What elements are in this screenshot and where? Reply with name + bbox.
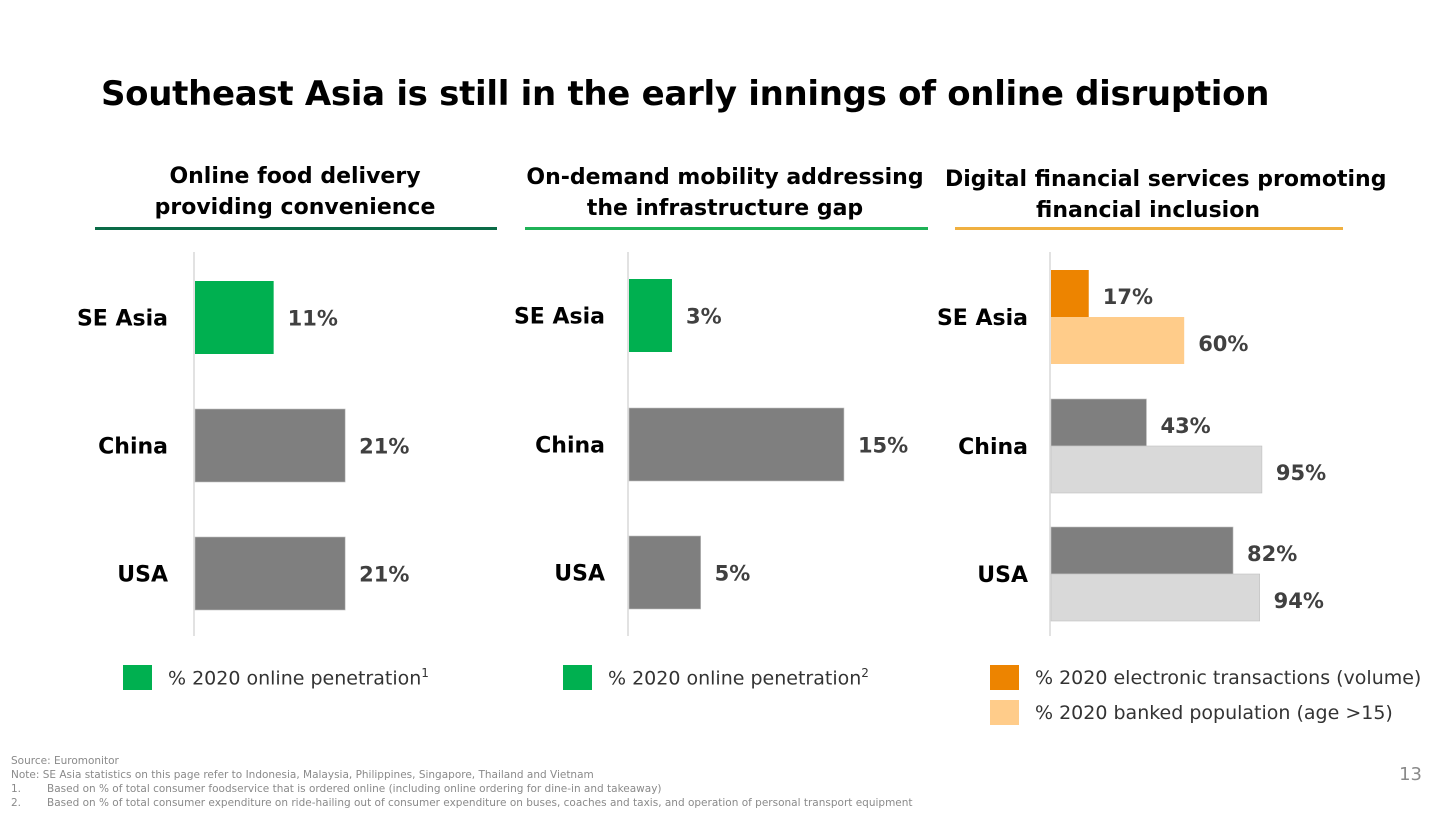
data-label: 21% xyxy=(359,435,409,459)
legend-item-mobility-penetration: % 2020 online penetration2 xyxy=(563,665,869,690)
legend-swatch xyxy=(990,700,1019,725)
bar xyxy=(628,535,701,610)
category-label: SE Asia xyxy=(77,307,168,332)
bar xyxy=(628,407,845,482)
footnote-item: 2. Based on % of total consumer expendit… xyxy=(11,796,913,810)
panel-title-financial: Digital financial services promoting fin… xyxy=(945,164,1387,226)
footnote-text: Based on % of total consumer foodservice… xyxy=(47,783,662,795)
bar xyxy=(1051,317,1185,364)
panel-title-line: Online food delivery xyxy=(169,164,421,189)
data-label: 5% xyxy=(715,562,751,586)
data-label: 21% xyxy=(359,563,409,587)
legend-label: % 2020 online penetration xyxy=(168,667,422,690)
bar xyxy=(195,281,274,354)
legend-footnote-ref: 1 xyxy=(421,665,429,680)
panel-title-line: the infrastructure gap xyxy=(586,196,864,221)
footnote-text: Based on % of total consumer expenditure… xyxy=(47,797,913,809)
category-label: SE Asia xyxy=(514,305,605,330)
panel-title-line: providing convenience xyxy=(154,195,436,220)
data-label: 3% xyxy=(686,305,722,329)
data-label: 60% xyxy=(1198,332,1248,356)
panel-rule-mobility xyxy=(525,227,928,230)
panel-rule-financial xyxy=(955,227,1343,230)
bar xyxy=(1050,445,1263,494)
data-label: 94% xyxy=(1274,589,1324,613)
data-label: 82% xyxy=(1247,542,1297,566)
bar xyxy=(1050,526,1234,575)
page-number: 13 xyxy=(1399,764,1422,785)
bar xyxy=(1050,573,1260,622)
footnote-number: 1. xyxy=(11,783,22,795)
bar xyxy=(629,279,672,352)
panel-title-line: Digital financial services promoting xyxy=(945,167,1387,192)
panel-title-line: financial inclusion xyxy=(1036,198,1260,223)
category-label: USA xyxy=(977,563,1028,588)
legend-swatch xyxy=(563,665,592,690)
panel-rule-food-delivery xyxy=(95,227,497,230)
bar xyxy=(194,408,346,483)
bar xyxy=(1051,270,1089,317)
footnote-note: Note: SE Asia statistics on this page re… xyxy=(11,769,594,781)
bar xyxy=(194,536,346,611)
footnote-source: Source: Euromonitor xyxy=(11,755,119,767)
footnote-item: 1. Based on % of total consumer foodserv… xyxy=(11,782,913,796)
panel-title-line: On-demand mobility addressing xyxy=(526,165,924,190)
data-label: 17% xyxy=(1103,285,1153,309)
legend-label: % 2020 online penetration xyxy=(608,667,862,690)
legend-item-electronic-transactions: % 2020 electronic transactions (volume) xyxy=(990,665,1421,690)
category-label: SE Asia xyxy=(937,306,1028,331)
data-label: 11% xyxy=(288,307,338,331)
category-label: USA xyxy=(117,563,168,588)
category-label: China xyxy=(98,435,168,460)
legend-label: % 2020 banked population (age >15) xyxy=(1035,701,1393,724)
category-label: USA xyxy=(554,562,605,587)
legend-item-food-penetration: % 2020 online penetration1 xyxy=(123,665,429,690)
legend-item-banked-population: % 2020 banked population (age >15) xyxy=(990,700,1393,725)
legend-swatch xyxy=(123,665,152,690)
category-label: China xyxy=(535,434,605,459)
footnotes: Source: Euromonitor Note: SE Asia statis… xyxy=(11,754,913,810)
legend-footnote-ref: 2 xyxy=(861,665,869,680)
legend-label: % 2020 electronic transactions (volume) xyxy=(1035,666,1422,689)
footnote-number: 2. xyxy=(11,797,22,809)
legend-swatch xyxy=(990,665,1019,690)
panel-title-mobility: On-demand mobility addressing the infras… xyxy=(520,162,930,224)
category-label: China xyxy=(958,435,1028,460)
data-label: 95% xyxy=(1276,461,1326,485)
panel-title-food-delivery: Online food delivery providing convenien… xyxy=(95,161,495,223)
data-label: 43% xyxy=(1160,414,1210,438)
bar xyxy=(1050,398,1147,447)
data-label: 15% xyxy=(858,434,908,458)
slide-title: Southeast Asia is still in the early inn… xyxy=(101,74,1270,114)
